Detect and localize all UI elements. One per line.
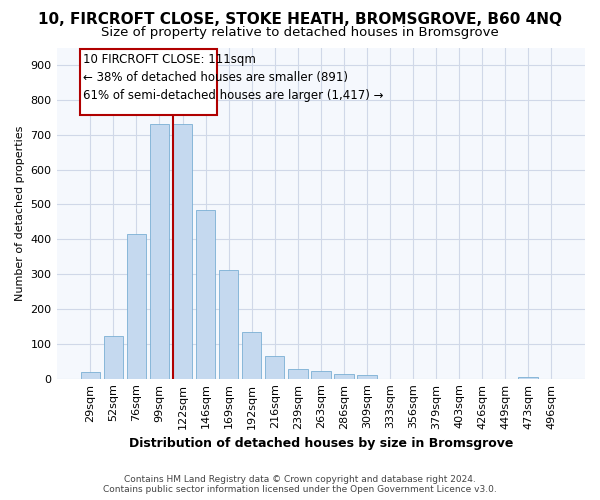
Bar: [196, 210, 215, 378]
Bar: [219, 270, 238, 378]
Text: Size of property relative to detached houses in Bromsgrove: Size of property relative to detached ho…: [101, 26, 499, 39]
X-axis label: Distribution of detached houses by size in Bromsgrove: Distribution of detached houses by size …: [128, 437, 513, 450]
Bar: [311, 371, 331, 378]
Bar: [173, 124, 193, 378]
FancyBboxPatch shape: [80, 49, 217, 116]
Bar: [288, 369, 308, 378]
Bar: [357, 375, 377, 378]
Bar: [334, 374, 353, 378]
Bar: [149, 124, 169, 378]
Bar: [80, 372, 100, 378]
Bar: [127, 234, 146, 378]
Text: Contains HM Land Registry data © Crown copyright and database right 2024.
Contai: Contains HM Land Registry data © Crown c…: [103, 474, 497, 494]
Bar: [265, 356, 284, 378]
Text: 10, FIRCROFT CLOSE, STOKE HEATH, BROMSGROVE, B60 4NQ: 10, FIRCROFT CLOSE, STOKE HEATH, BROMSGR…: [38, 12, 562, 28]
Bar: [104, 336, 123, 378]
Y-axis label: Number of detached properties: Number of detached properties: [15, 126, 25, 301]
Bar: [518, 377, 538, 378]
Bar: [242, 332, 262, 378]
Text: 10 FIRCROFT CLOSE: 111sqm
← 38% of detached houses are smaller (891)
61% of semi: 10 FIRCROFT CLOSE: 111sqm ← 38% of detac…: [83, 52, 384, 102]
